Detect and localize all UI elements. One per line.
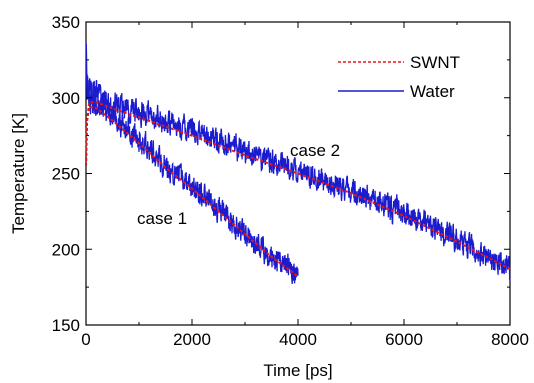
x-tick-label: 0 bbox=[81, 330, 90, 349]
y-tick-label: 200 bbox=[52, 240, 80, 259]
y-tick-label: 250 bbox=[52, 165, 80, 184]
legend-swnt-label: SWNT bbox=[410, 53, 460, 72]
x-tick-label: 6000 bbox=[385, 330, 423, 349]
legend-water-label: Water bbox=[410, 82, 455, 101]
series-water-case-2-line bbox=[85, 43, 511, 282]
x-tick-label: 2000 bbox=[173, 330, 211, 349]
ticks-layer: 0 2000 4000 6000 8000 150 200 250 300 350 bbox=[52, 13, 529, 349]
y-axis-title: Temperature [K] bbox=[9, 113, 28, 234]
y-tick-label: 300 bbox=[52, 89, 80, 108]
y-tick-label: 150 bbox=[52, 316, 80, 335]
annotation-case-1: case 1 bbox=[137, 209, 187, 228]
series-layer bbox=[85, 43, 511, 285]
x-tick-label: 8000 bbox=[491, 330, 529, 349]
legend: SWNT Water bbox=[338, 53, 460, 101]
series-water-case-1-line bbox=[85, 59, 299, 285]
series-swnt-case-2-line bbox=[85, 101, 511, 270]
x-axis-title: Time [ps] bbox=[263, 361, 332, 380]
x-tick-label: 4000 bbox=[279, 330, 317, 349]
y-tick-label: 350 bbox=[52, 13, 80, 32]
series-swnt-case-1-line bbox=[85, 105, 299, 278]
plot-area: 0 2000 4000 6000 8000 150 200 250 300 350 bbox=[52, 13, 529, 349]
annotation-case-2: case 2 bbox=[290, 141, 340, 160]
